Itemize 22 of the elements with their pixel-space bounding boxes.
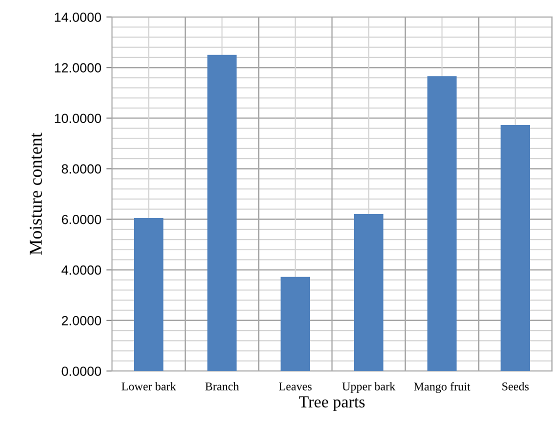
y-tick-label: 12.0000 [54, 63, 102, 72]
y-tick-label: 14.0000 [54, 12, 102, 22]
x-tick-label: Seeds [502, 382, 529, 390]
bar [427, 76, 457, 371]
x-tick-label: Upper bark [342, 382, 396, 393]
y-tick-label: 6.0000 [62, 214, 102, 224]
x-tick-label: Mango fruit [414, 382, 470, 393]
bar [500, 124, 530, 371]
y-tick-label: 0.0000 [62, 366, 102, 376]
x-tick-label: Leaves [278, 382, 312, 390]
y-tick-label: 4.0000 [62, 265, 102, 275]
y-tick-label: 8.0000 [62, 164, 102, 174]
bar [280, 276, 310, 371]
y-tick-label: 2.0000 [62, 316, 102, 326]
y-axis-title: Moisture content [30, 132, 42, 255]
x-tick-label: Lower bark [122, 382, 176, 390]
bar [207, 54, 237, 371]
bar [354, 214, 384, 371]
bar [134, 218, 164, 371]
y-tick-label: 10.0000 [54, 114, 102, 124]
x-tick-label: Branch [205, 382, 239, 390]
x-axis-title: Tree parts [299, 396, 365, 411]
